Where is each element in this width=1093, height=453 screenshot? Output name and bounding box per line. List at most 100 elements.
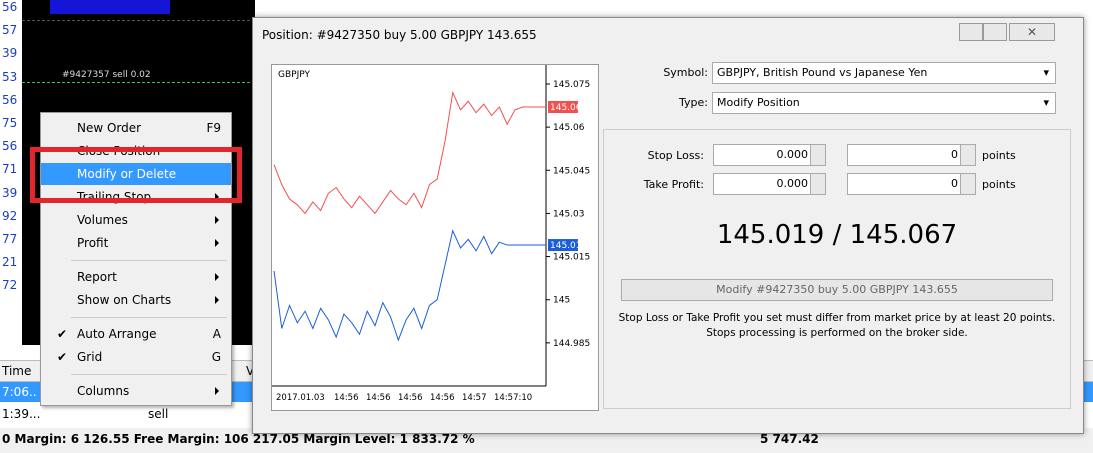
dialog: Position: #9427350 buy 5.00 GBPJPY 143.6… xyxy=(252,17,1084,434)
cell: 1:39... xyxy=(2,407,41,421)
spinner[interactable] xyxy=(960,144,976,166)
menu-label: Show on Charts xyxy=(77,293,172,307)
menu-label: Modify or Delete xyxy=(77,167,177,181)
dropdown-arrow: ▾ xyxy=(1043,96,1049,109)
menu-label: Report xyxy=(77,270,117,284)
chart-label: #9427357 sell 0.02 xyxy=(62,70,151,80)
submenu-arrow xyxy=(215,193,219,201)
menu-label: Profit xyxy=(77,236,109,250)
menu-label: New Order xyxy=(77,121,142,135)
stop-loss-points-input[interactable]: 0 xyxy=(847,144,963,166)
chart-frame: GBPJPY 145.075 145.06 145.045 145.03 145.015 1… xyxy=(271,64,599,411)
menu-separator xyxy=(71,260,227,261)
maximize-button[interactable] xyxy=(983,23,1007,41)
y-tick-label: 145 xyxy=(553,296,570,306)
row-number: 77 xyxy=(2,232,18,246)
menu-label: Volumes xyxy=(77,213,128,227)
menu-label: Columns xyxy=(77,384,130,398)
field-label: Take Profit: xyxy=(643,178,704,191)
x-tick-label: 14:57:10 xyxy=(494,393,532,403)
submenu-arrow xyxy=(215,296,219,304)
submenu-arrow xyxy=(215,387,219,395)
note-line: Stop Loss or Take Profit you set must di… xyxy=(618,312,1056,324)
note-line: Stops processing is performed on the bro… xyxy=(706,327,968,339)
field-label: Stop Loss: xyxy=(647,149,704,162)
row-number: 21 xyxy=(2,255,18,270)
stop-loss-input[interactable]: 0.000 xyxy=(713,144,813,166)
dialog-title: Position: #9427350 buy 5.00 GBPJPY 143.6… xyxy=(262,28,537,42)
mini-chart: GBPJPY 145.075 145.06 145.045 145.03 145.015 1… xyxy=(272,65,590,403)
x-tick-label: 14:56 xyxy=(334,393,359,403)
menu-separator xyxy=(71,317,227,318)
quote-separator: / xyxy=(832,220,842,250)
close-button[interactable]: ✕ xyxy=(1009,23,1055,41)
y-tick-label: 145.06 xyxy=(553,123,585,133)
menu-item[interactable]: Profit xyxy=(41,232,231,254)
modify-button[interactable]: Modify #9427350 buy 5.00 GBPJPY 143.655 xyxy=(621,279,1053,301)
row-number: 56 xyxy=(2,0,18,14)
chart-order-line xyxy=(22,82,255,83)
y-tick-label: 145.015 xyxy=(553,253,590,263)
row-number: 39 xyxy=(2,185,18,200)
chart-title: GBPJPY xyxy=(278,70,310,80)
row-number: 57 xyxy=(2,23,18,38)
menu-shortcut: A xyxy=(212,327,221,341)
submenu-arrow xyxy=(215,239,219,247)
group-box: Stop Loss: 0.000 0 points Take Profit: 0… xyxy=(603,129,1071,409)
status-text: 0 Margin: 6 126.55 Free Margin: 106 217.… xyxy=(2,432,475,446)
price-line xyxy=(273,229,546,342)
x-tick-label: 14:56 xyxy=(366,393,391,403)
menu-label: Auto Arrange xyxy=(77,327,157,341)
menu-shortcut: F9 xyxy=(206,121,221,135)
check-mark: ✔ xyxy=(57,327,68,341)
menu-item[interactable]: Volumes xyxy=(41,209,231,231)
field-label: Symbol: xyxy=(663,66,708,79)
menu-item[interactable]: Show on Charts xyxy=(41,289,231,311)
menu-item[interactable]: New Order F9 xyxy=(41,117,231,139)
price-tag-label: 145.067 xyxy=(550,103,587,113)
ask-price: 145.067 xyxy=(849,220,958,250)
spinner[interactable] xyxy=(960,173,976,195)
row-number: 71 xyxy=(2,162,18,177)
chart-bar xyxy=(50,0,170,14)
minimize-button[interactable] xyxy=(959,23,983,41)
take-profit-input[interactable]: 0.000 xyxy=(713,173,813,195)
y-tick-label: 144.985 xyxy=(553,339,590,349)
status-text: 5 747.42 xyxy=(760,432,819,446)
row-number: 75 xyxy=(2,116,18,130)
type-dropdown[interactable]: Modify Position ▾ xyxy=(712,92,1056,114)
check-mark: ✔ xyxy=(57,350,68,364)
y-tick-label: 145.045 xyxy=(553,166,590,176)
unit-label: points xyxy=(982,149,1016,162)
y-tick-label: 145.03 xyxy=(553,209,585,219)
x-tick-label: 14:56 xyxy=(430,393,455,403)
menu-item[interactable]: Columns xyxy=(41,380,231,402)
dropdown-arrow: ▾ xyxy=(1043,66,1049,79)
price-tag xyxy=(548,100,578,113)
row-number: 56 xyxy=(2,139,18,154)
quote: 145.019 / 145.067 xyxy=(604,220,1070,250)
take-profit-points-input[interactable]: 0 xyxy=(847,173,963,195)
dropdown-value: Modify Position xyxy=(717,96,800,109)
row-number: 72 xyxy=(2,278,18,293)
row-number: 53 xyxy=(2,69,18,84)
menu-item[interactable]: Report xyxy=(41,266,231,288)
context-menu: New Order F9 Close Position Modify or Delet… xyxy=(40,112,232,406)
table-row[interactable]: 1:39... sell xyxy=(0,404,1093,424)
highlight-box xyxy=(30,147,242,203)
menu-separator xyxy=(71,374,227,375)
menu-item[interactable]: Auto Arrange A ✔ xyxy=(41,323,231,345)
row-number: 56 xyxy=(2,92,18,107)
price-tag xyxy=(548,239,578,252)
row-number: 92 xyxy=(2,208,18,223)
symbol-dropdown[interactable]: GBPJPY, British Pound vs Japanese Yen ▾ xyxy=(712,62,1056,84)
unit-label: points xyxy=(982,178,1016,191)
spinner[interactable] xyxy=(810,144,826,166)
spinner[interactable] xyxy=(810,173,826,195)
x-tick-label: 14:57 xyxy=(462,393,487,403)
bid-price: 145.019 xyxy=(716,220,825,250)
cell: 7:06.. xyxy=(2,385,37,399)
menu-item[interactable]: Modify or Delete xyxy=(41,163,231,185)
menu-item[interactable]: Grid G ✔ xyxy=(41,346,231,368)
cell: sell xyxy=(148,407,169,421)
